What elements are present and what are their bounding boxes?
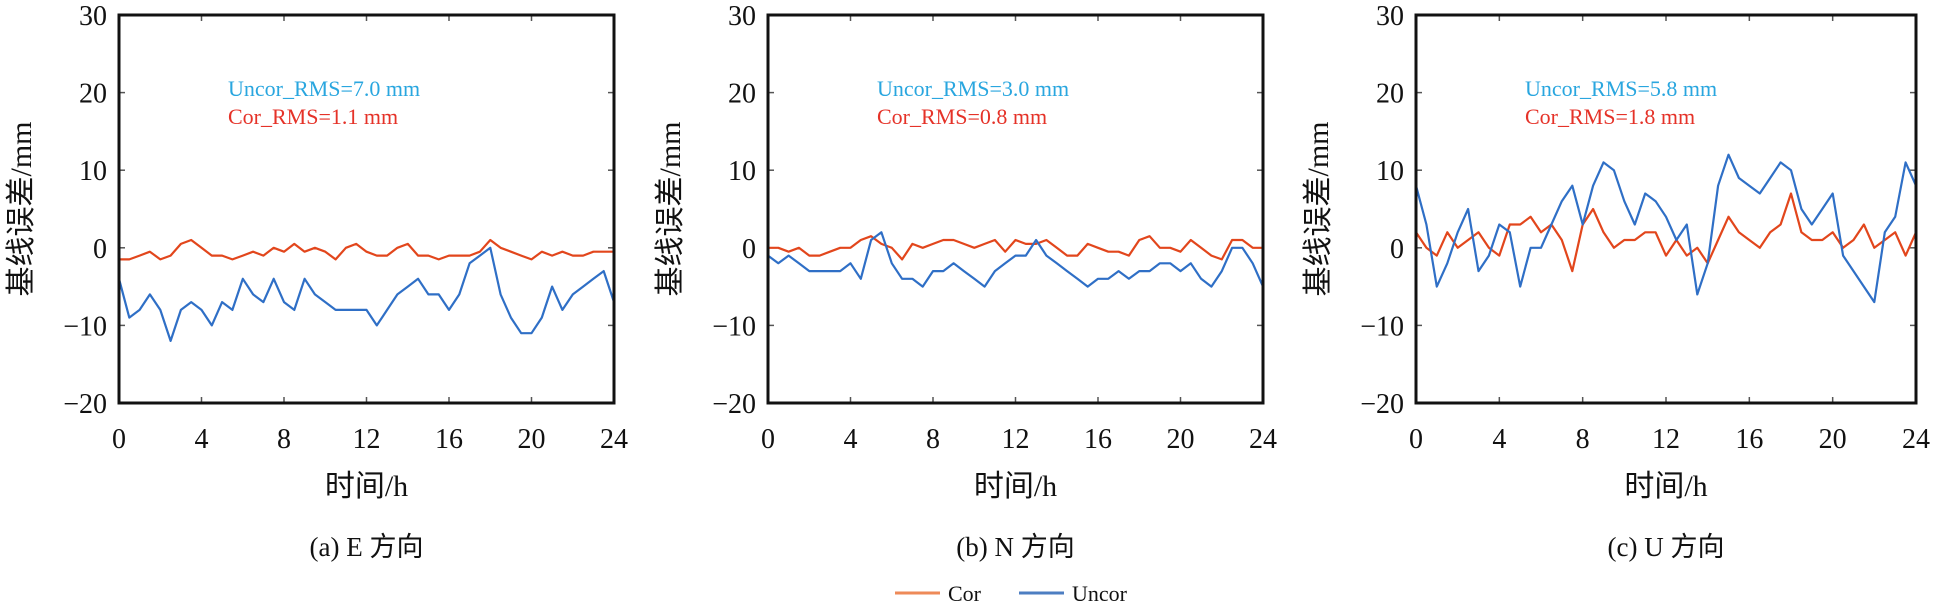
legend-cor-label: Cor xyxy=(948,581,982,606)
rms-annotation: Uncor_RMS=3.0 mm xyxy=(877,76,1069,101)
x-tick-label: 8 xyxy=(277,424,291,455)
x-tick-label: 4 xyxy=(1492,424,1506,455)
y-tick-label: 0 xyxy=(742,234,756,265)
x-tick-label: 0 xyxy=(112,424,126,455)
rms-annotation: Uncor_RMS=5.8 mm xyxy=(1525,76,1717,101)
rms-annotation: Cor_RMS=1.8 mm xyxy=(1525,104,1695,129)
x-axis-label: 时间/h xyxy=(325,470,408,503)
y-tick-label: 10 xyxy=(728,156,756,187)
y-tick-label: 30 xyxy=(1376,1,1404,32)
panel-caption: (c) U 方向 xyxy=(1608,532,1725,562)
x-tick-label: 12 xyxy=(1652,424,1680,455)
y-tick-label: 0 xyxy=(1390,234,1404,265)
x-tick-label: 24 xyxy=(1902,424,1930,455)
rms-annotation: Cor_RMS=0.8 mm xyxy=(877,104,1047,129)
x-tick-label: 20 xyxy=(518,424,546,455)
panel-caption: (a) E 方向 xyxy=(310,532,424,562)
series-line-cor xyxy=(768,235,1263,261)
series-line-uncor xyxy=(1414,153,1918,304)
legend: Cor Uncor xyxy=(895,581,1128,606)
series-line-cor xyxy=(119,238,614,261)
y-tick-label: 20 xyxy=(79,79,107,110)
y-tick-label: 10 xyxy=(79,156,107,187)
y-tick-label: 20 xyxy=(1376,79,1404,110)
x-tick-label: 12 xyxy=(1002,424,1030,455)
x-tick-label: 16 xyxy=(1084,424,1112,455)
x-axis-label: 时间/h xyxy=(1624,470,1707,503)
series-line-cor xyxy=(1415,192,1918,273)
x-tick-label: 12 xyxy=(353,424,381,455)
y-tick-label: 20 xyxy=(728,79,756,110)
y-tick-label: −10 xyxy=(1360,311,1404,342)
x-tick-label: 20 xyxy=(1167,424,1195,455)
x-tick-label: 16 xyxy=(1735,424,1763,455)
rms-annotation: Uncor_RMS=7.0 mm xyxy=(228,76,420,101)
y-axis-label: 基线误差/mm xyxy=(1302,121,1335,296)
series-line-uncor xyxy=(117,246,616,342)
plot-frame xyxy=(117,13,616,405)
y-tick-label: −20 xyxy=(63,389,107,420)
legend-uncor-label: Uncor xyxy=(1072,581,1128,606)
y-axis-label: 基线误差/mm xyxy=(654,121,687,296)
x-tick-label: 24 xyxy=(1249,424,1277,455)
plot-frame xyxy=(766,13,1265,405)
x-tick-label: 8 xyxy=(926,424,940,455)
plot-frame xyxy=(1414,13,1918,405)
y-tick-label: −20 xyxy=(1360,389,1404,420)
x-tick-label: 16 xyxy=(435,424,463,455)
x-tick-label: 0 xyxy=(761,424,775,455)
y-tick-label: −10 xyxy=(63,311,107,342)
x-tick-label: 24 xyxy=(600,424,628,455)
y-tick-label: 30 xyxy=(79,1,107,32)
x-axis-label: 时间/h xyxy=(974,470,1057,503)
panel-caption: (b) N 方向 xyxy=(956,532,1074,562)
y-axis-label: 基线误差/mm xyxy=(5,121,38,296)
x-tick-label: 20 xyxy=(1819,424,1847,455)
series-line-uncor xyxy=(767,231,1265,288)
y-tick-label: −10 xyxy=(712,311,756,342)
y-tick-label: −20 xyxy=(712,389,756,420)
y-tick-label: 0 xyxy=(93,234,107,265)
x-tick-label: 4 xyxy=(195,424,209,455)
x-tick-label: 8 xyxy=(1576,424,1590,455)
x-tick-label: 4 xyxy=(844,424,858,455)
y-tick-label: 10 xyxy=(1376,156,1404,187)
x-tick-label: 0 xyxy=(1409,424,1423,455)
y-tick-label: 30 xyxy=(728,1,756,32)
rms-annotation: Cor_RMS=1.1 mm xyxy=(228,104,398,129)
